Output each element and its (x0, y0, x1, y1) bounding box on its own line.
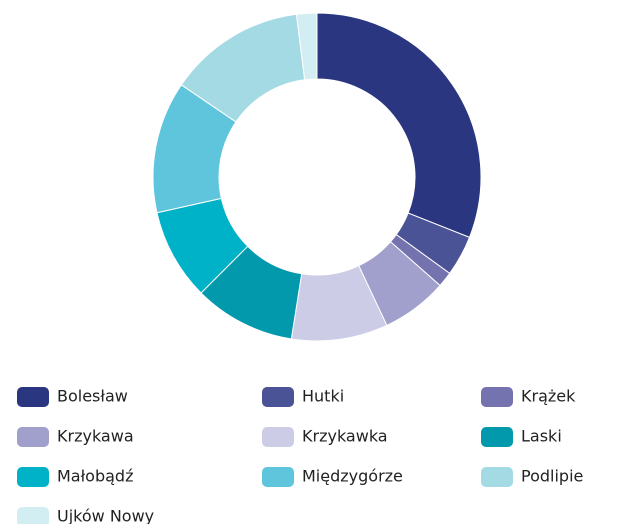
legend-swatch (262, 387, 294, 407)
legend-label: Laski (521, 427, 562, 446)
legend-swatch (481, 467, 513, 487)
legend-swatch (17, 467, 49, 487)
slice (316, 12, 482, 239)
legend-label: Małobądź (57, 467, 133, 486)
slice (295, 12, 318, 81)
legend-label: Krążek (521, 387, 576, 406)
legend-swatch (262, 467, 294, 487)
legend-swatch (17, 507, 49, 527)
legend-swatch (17, 427, 49, 447)
legend-label: Krzykawka (302, 427, 388, 446)
legend-swatch (481, 427, 513, 447)
legend-label: Hutki (302, 387, 344, 406)
legend-label: Ujków Nowy (57, 507, 154, 525)
legend-swatch (481, 387, 513, 407)
legend-swatch (262, 427, 294, 447)
legend-label: Międzygórze (302, 467, 403, 486)
legend-label: Krzykawa (57, 427, 134, 446)
legend-swatch (17, 387, 49, 407)
legend-label: Bolesław (57, 387, 128, 406)
legend-label: Podlipie (521, 467, 583, 486)
